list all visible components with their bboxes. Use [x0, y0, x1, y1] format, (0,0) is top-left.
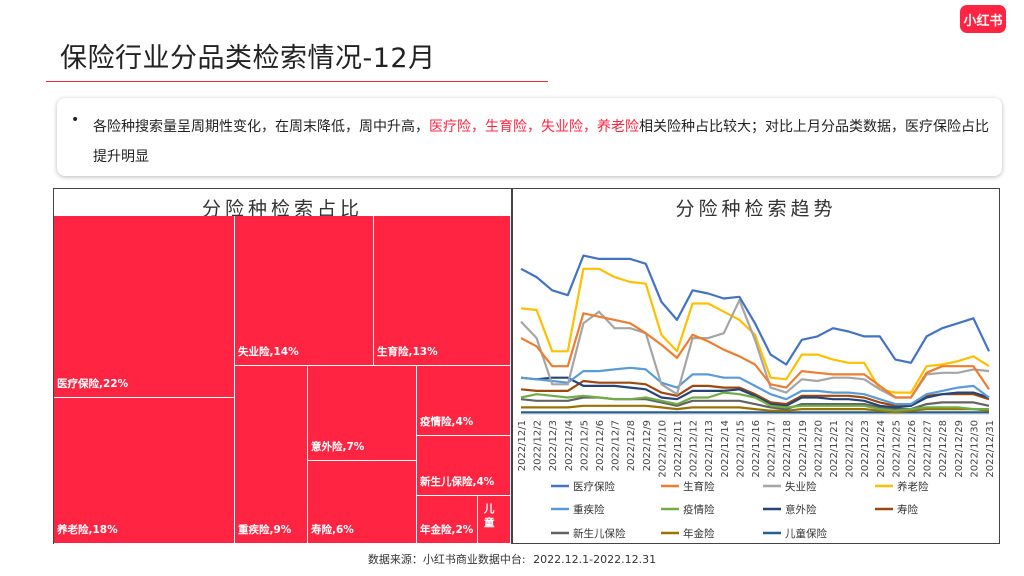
x-tick-label: 2022/12/9 — [642, 420, 653, 471]
treemap-cell: 失业险,14% — [235, 216, 374, 366]
x-tick-label: 2022/12/24 — [876, 420, 887, 478]
series-line-1 — [520, 312, 990, 399]
x-tick-label: 2022/12/13 — [704, 420, 715, 478]
data-source: 数据来源：小红书商业数据中台: 2022.12.1-2022.12.31 — [0, 551, 1024, 567]
x-tick-label: 2022/12/27 — [923, 420, 934, 478]
legend-label: 重疾险 — [573, 503, 605, 516]
treemap-label: 意外险,7% — [311, 441, 365, 453]
x-tick-label: 2022/12/29 — [954, 420, 965, 478]
treemap-label: 年金险,2% — [420, 524, 474, 536]
x-tick-label: 2022/12/10 — [657, 420, 668, 478]
page-title: 保险行业分品类检索情况-12月 — [60, 43, 436, 74]
summary-prefix: 各险种搜索量呈周期性变化，在周末降低，周中升高， — [93, 119, 429, 135]
x-tick-label: 2022/12/31 — [985, 420, 996, 478]
treemap-cell: 寿险,6% — [308, 461, 417, 544]
bullet-icon: • — [71, 112, 80, 128]
treemap-cell: 儿童 — [478, 496, 511, 544]
legend-label: 医疗保险 — [573, 480, 615, 493]
treemap-cell: 新生儿保险,4% — [417, 436, 511, 496]
x-tick-label: 2022/12/18 — [782, 420, 793, 478]
treemap-label: 失业险,14% — [238, 346, 299, 358]
brand-logo: 小红书 — [960, 5, 1006, 33]
treemap-cell: 医疗保险,22% — [54, 216, 235, 398]
treemap-label: 重疾险,9% — [238, 524, 292, 536]
treemap-cell: 疫情险,4% — [417, 366, 511, 436]
x-tick-label: 2022/12/25 — [891, 420, 902, 478]
line-chart-title: 分险种检索趋势 — [675, 198, 837, 220]
x-tick-label: 2022/12/17 — [767, 420, 778, 478]
x-tick-label: 2022/12/15 — [735, 420, 746, 478]
series-line-4 — [520, 366, 990, 406]
legend-label: 新生儿保险 — [573, 527, 626, 540]
legend-label: 寿险 — [897, 503, 918, 516]
legend-label: 疫情险 — [683, 503, 715, 516]
x-tick-label: 2022/12/26 — [907, 420, 918, 478]
x-tick-label: 2022/12/28 — [938, 420, 949, 478]
summary-box: • 各险种搜索量呈周期性变化，在周末降低，周中升高，医疗险，生育险，失业险，养老… — [57, 98, 1002, 176]
treemap-label: 新生儿保险,4% — [420, 476, 495, 488]
summary-highlight: 医疗险，生育险，失业险，养老险 — [429, 119, 639, 135]
treemap-panel: 分险种检索占比 医疗保险,22% 养老险,18% 失业险,14% 生育险,13% 重疾险… — [53, 188, 512, 544]
treemap-label: 儿童 — [484, 503, 495, 529]
x-tick-label: 2022/12/6 — [595, 420, 606, 471]
treemap-cell: 养老险,18% — [54, 398, 235, 544]
series-line-6 — [520, 376, 990, 409]
x-tick-label: 2022/12/4 — [564, 420, 575, 471]
treemap-title: 分险种检索占比 — [201, 198, 363, 220]
x-tick-label: 2022/12/1 — [517, 420, 528, 471]
legend-label: 失业险 — [785, 480, 817, 493]
legend-label: 意外险 — [785, 503, 817, 516]
treemap-cell: 意外险,7% — [308, 366, 417, 461]
x-tick-label: 2022/12/23 — [860, 420, 871, 478]
series-line-5 — [520, 391, 989, 412]
treemap-cell: 生育险,13% — [374, 216, 511, 366]
source-label: 数据来源：小红书商业数据中台: — [367, 553, 526, 566]
x-tick-label: 2022/12/2 — [533, 420, 544, 471]
x-tick-label: 2022/12/21 — [829, 420, 840, 478]
x-tick-label: 2022/12/7 — [611, 420, 622, 471]
treemap-label: 生育险,13% — [377, 346, 438, 358]
x-tick-label: 2022/12/8 — [626, 420, 637, 471]
summary-text: 各险种搜索量呈周期性变化，在周末降低，周中升高，医疗险，生育险，失业险，养老险相… — [93, 112, 993, 172]
source-date-range: 2022.12.1-2022.12.31 — [533, 553, 657, 566]
treemap-label: 养老险,18% — [57, 524, 118, 536]
x-tick-label: 2022/12/5 — [579, 420, 590, 471]
x-tick-label: 2022/12/16 — [751, 420, 762, 478]
legend-label: 年金险 — [683, 527, 715, 540]
x-tick-label: 2022/12/12 — [689, 420, 700, 478]
summary-suffix: 相关险种占比较大；对比上月分品类数据，医疗保险占比提升明显 — [93, 119, 989, 165]
x-tick-label: 2022/12/20 — [813, 420, 824, 478]
legend-label: 儿童保险 — [785, 527, 827, 540]
x-tick-label: 2022/12/11 — [673, 420, 684, 478]
x-tick-label: 2022/12/14 — [720, 420, 731, 478]
x-tick-label: 2022/12/19 — [798, 420, 809, 478]
legend-label: 生育险 — [683, 480, 715, 493]
x-tick-label: 2022/12/22 — [845, 420, 856, 478]
line-chart: 2022/12/1 2022/12/2 2022/12/3 2022/12/4 2022… — [517, 254, 996, 540]
legend-label: 养老险 — [897, 480, 929, 493]
series-line-3 — [520, 267, 990, 394]
x-tick-label: 2022/12/30 — [969, 420, 980, 478]
treemap-area: 医疗保险,22% 养老险,18% 失业险,14% 生育险,13% 重疾险,9% 意外险,7… — [54, 216, 511, 544]
title-underline — [46, 81, 548, 82]
x-tick-label: 2022/12/3 — [548, 420, 559, 471]
line-panel: 分险种检索趋势 2022/12/1 2022/12/2 2022/12/3 2022/… — [512, 188, 1000, 544]
series-line-9 — [521, 404, 990, 414]
treemap-label: 寿险,6% — [311, 524, 354, 536]
treemap-cell: 重疾险,9% — [235, 366, 308, 544]
treemap-cell: 年金险,2% — [417, 496, 478, 544]
treemap-label: 医疗保险,22% — [57, 378, 129, 390]
treemap-label: 疫情险,4% — [420, 416, 474, 428]
series-line-0 — [520, 254, 990, 366]
